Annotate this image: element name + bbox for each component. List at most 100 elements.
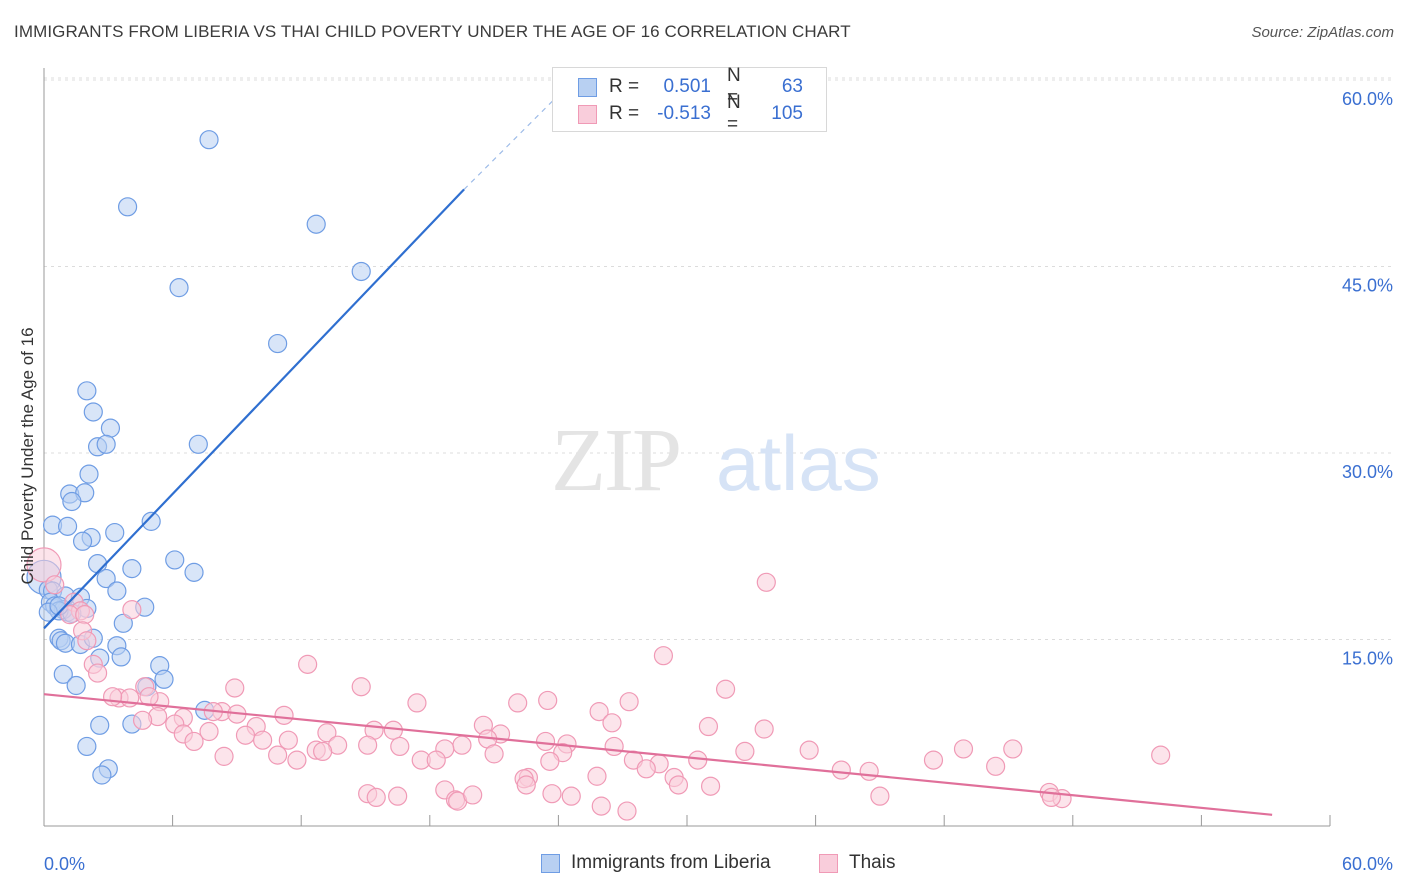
watermark: ZIP atlas: [551, 411, 881, 510]
thai-legend-swatch: [819, 853, 838, 873]
r-value: 0.501: [663, 76, 711, 97]
y-tick-label: 15.0%: [1342, 649, 1393, 669]
thai-point: [278, 730, 298, 750]
thai-point: [735, 741, 755, 762]
thai-point: [463, 785, 483, 805]
thai-point: [870, 786, 890, 806]
axes: [43, 68, 1331, 827]
thai-point: [589, 702, 609, 722]
thai-point: [535, 731, 556, 752]
series-liberia-points: [26, 130, 371, 785]
thai-point: [274, 705, 294, 725]
thai-point: [668, 775, 689, 795]
r-label: R =: [609, 76, 640, 97]
thai-point: [923, 750, 944, 770]
thai-point: [388, 786, 408, 806]
thai-point: [1003, 739, 1023, 759]
thai-point: [122, 600, 142, 620]
liberia-swatch: [578, 77, 597, 97]
legend-label-liberia: Immigrants from Liberia: [571, 852, 771, 873]
liberia-point: [113, 613, 133, 633]
liberia-point: [188, 434, 208, 454]
thai-point: [298, 654, 318, 674]
thai-point: [426, 750, 446, 770]
thai-point: [366, 787, 386, 808]
thai-point: [317, 723, 337, 743]
watermark-atlas: atlas: [716, 419, 881, 507]
n-value: 63: [781, 76, 803, 97]
thai-point: [214, 746, 234, 766]
thai-point: [132, 710, 153, 730]
liberia-point: [351, 261, 371, 282]
liberia-point: [111, 647, 131, 667]
thai-point: [587, 766, 607, 786]
n-label: N =: [727, 92, 741, 135]
n-label: N =: [727, 65, 741, 108]
x-tick-label: 0.0%: [44, 854, 85, 874]
thai-point: [225, 678, 245, 698]
thai-point: [542, 784, 562, 804]
stats-row-thai: R = -0.513 N = 105: [578, 92, 803, 135]
thai-point: [516, 775, 536, 795]
liberia-point: [83, 402, 103, 422]
liberia-point: [165, 550, 185, 570]
thai-point: [538, 690, 558, 711]
thai-point: [139, 687, 159, 707]
series-thai-points: [26, 547, 1171, 821]
thai-point: [268, 745, 288, 765]
series-legend: Immigrants from Liberia Thais: [0, 852, 1406, 876]
r-value: -0.513: [657, 103, 711, 124]
thai-point: [199, 721, 219, 742]
liberia-point: [105, 522, 125, 543]
thai-point: [799, 740, 819, 760]
thai-point: [452, 735, 472, 755]
thai-point: [591, 796, 611, 816]
liberia-point: [306, 214, 326, 234]
thai-point: [698, 716, 719, 737]
liberia-point: [77, 736, 97, 757]
liberia-point: [141, 511, 161, 531]
thai-point: [700, 776, 721, 796]
y-axis-label: Child Poverty Under the Age of 16: [18, 327, 37, 584]
liberia-point: [62, 491, 82, 512]
n-value: 105: [771, 103, 803, 124]
thai-point: [102, 687, 123, 707]
liberia-point: [96, 434, 116, 454]
liberia-point: [100, 418, 121, 438]
y-tick-label: 30.0%: [1342, 462, 1393, 482]
liberia-point: [53, 664, 73, 684]
thai-point: [859, 761, 879, 781]
thai-point: [953, 739, 974, 759]
liberia-point: [122, 559, 142, 579]
trend-lines: [43, 73, 1273, 816]
thai-point: [184, 731, 204, 752]
thai-point: [235, 725, 256, 745]
liberia-point: [57, 516, 78, 536]
thai-point: [756, 572, 776, 592]
liberia-point: [92, 765, 112, 785]
liberia-point: [184, 562, 204, 582]
tick-labels: 15.0% 30.0% 45.0% 60.0% 0.0% 60.0%: [44, 89, 1393, 874]
liberia-point: [77, 381, 97, 401]
liberia-point: [96, 568, 116, 589]
stats-legend: R = 0.501 N = 63 R = -0.513 N = 105: [552, 65, 827, 135]
thai-point: [313, 741, 333, 762]
thai-point: [253, 730, 273, 750]
liberia-point: [117, 197, 138, 217]
chart-title: IMMIGRANTS FROM LIBERIA VS THAI CHILD PO…: [14, 22, 851, 41]
liberia-legend-swatch: [541, 853, 560, 873]
thai-point: [636, 759, 656, 779]
trend-line-liberia-extension: [463, 73, 581, 190]
thai-point: [831, 760, 851, 780]
thai-point: [77, 631, 97, 651]
liberia-point: [199, 130, 219, 150]
thai-point: [561, 786, 581, 806]
thai-point: [407, 693, 427, 713]
thai-swatch: [578, 104, 597, 124]
liberia-point: [79, 464, 99, 484]
thai-point: [45, 575, 65, 595]
thai-point: [383, 720, 403, 740]
thai-point: [508, 693, 528, 713]
thai-point: [358, 735, 378, 755]
